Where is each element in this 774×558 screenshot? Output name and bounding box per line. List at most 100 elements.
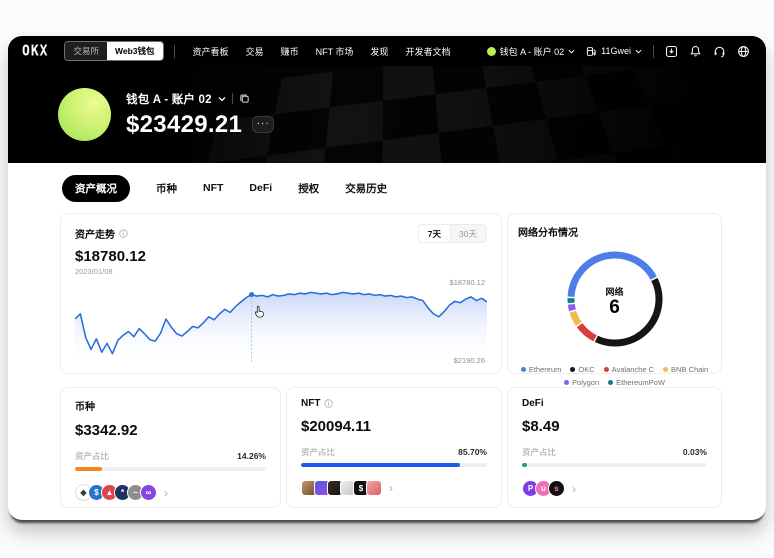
donut-legend: Ethereum OKC Avalanche C BNB Chain Polygon Et… bbox=[518, 365, 711, 387]
legend-name: BNB Chain bbox=[671, 365, 709, 374]
dashboard-content: 资产走势 7天 30天 $18780.12 2023/01/08 $18780.1… bbox=[8, 213, 766, 508]
headset-icon[interactable] bbox=[713, 45, 726, 58]
line-chart[interactable]: $18780.12 $2190.26 bbox=[75, 278, 487, 366]
tab-交易历史[interactable]: 交易历史 bbox=[345, 182, 388, 195]
topbar: OKX 交易所 Web3钱包 资产看板 交易 赚币 NFT 市场 发现 开发者文档 钱包 A… bbox=[8, 36, 766, 66]
nav-item[interactable]: 发现 bbox=[370, 46, 389, 57]
tokens-value: $3342.92 bbox=[75, 422, 138, 439]
chart-min-label: $2190.26 bbox=[453, 356, 485, 366]
nft-value: $20094.11 bbox=[301, 418, 372, 435]
chevron-down-icon bbox=[635, 49, 642, 54]
chevron-down-icon bbox=[568, 49, 575, 54]
tab-DeFi[interactable]: DeFi bbox=[249, 182, 273, 194]
nft-summary-card: NFT $20094.11 资产占比 85.70% $ › bbox=[286, 387, 502, 508]
ratio-percent: 0.03% bbox=[682, 447, 707, 457]
wallet-hero: 钱包 A - 账户 02 $23429.21 ··· bbox=[8, 66, 766, 163]
app-window: OKX 交易所 Web3钱包 资产看板 交易 赚币 NFT 市场 发现 开发者文档 钱包 A… bbox=[8, 36, 766, 520]
copy-address-icon[interactable] bbox=[239, 93, 250, 104]
account-avatar-dot bbox=[486, 46, 496, 56]
account-label: 钱包 A - 账户 02 bbox=[499, 46, 565, 57]
tokens-summary-card: 币种 $3342.92 资产占比 14.26% ◆ $ ▲ * ~ ∞ › bbox=[60, 387, 281, 508]
gas-price-selector[interactable]: 11Gwei bbox=[586, 46, 642, 57]
defi-value: $8.49 bbox=[522, 418, 560, 435]
topbar-right: 钱包 A - 账户 02 11Gwei bbox=[486, 44, 750, 58]
wallet-avatar[interactable] bbox=[58, 88, 111, 141]
divider bbox=[653, 44, 654, 58]
donut-segment-Avalanche C[interactable] bbox=[576, 322, 597, 342]
progress-fill bbox=[75, 467, 103, 471]
legend-name: EthereumPoW bbox=[616, 378, 665, 387]
legend-name: Avalanche C bbox=[611, 365, 655, 374]
progress-track bbox=[301, 463, 487, 467]
legend-name: Polygon bbox=[572, 378, 600, 387]
polygon-icon: ∞ bbox=[140, 484, 157, 501]
nav-item[interactable]: NFT 市场 bbox=[315, 46, 354, 57]
donut-chart: 网络 6 bbox=[563, 247, 667, 356]
chevron-down-icon[interactable] bbox=[218, 96, 226, 102]
nav-item[interactable]: 赚币 bbox=[280, 46, 299, 57]
legend-dot-icon bbox=[603, 367, 609, 372]
ratio-label: 资产占比 bbox=[301, 447, 336, 457]
tab-资产概况[interactable]: 资产概况 bbox=[62, 174, 130, 202]
tokens-card-title: 币种 bbox=[75, 402, 95, 413]
nft-card-title: NFT bbox=[301, 398, 321, 409]
info-icon[interactable] bbox=[324, 399, 334, 408]
network-distribution-card: 网络分布情况 网络 6 Ethereum OKC Avalanche C BNB Ch… bbox=[507, 213, 722, 387]
tab-NFT[interactable]: NFT bbox=[203, 182, 224, 194]
asset-trend-title: 资产走势 bbox=[75, 230, 115, 241]
donut-center-value: 6 bbox=[609, 297, 620, 319]
usdc-icon: $ bbox=[88, 484, 105, 501]
wallet-name: 钱包 A - 账户 02 bbox=[126, 93, 212, 106]
legend-item[interactable]: Polygon bbox=[564, 378, 599, 387]
donut-segment-Polygon[interactable] bbox=[567, 303, 576, 312]
donut-segment-Ethereum[interactable] bbox=[567, 251, 657, 297]
donut-segment-OKC[interactable] bbox=[594, 277, 662, 347]
progress-fill bbox=[522, 463, 527, 467]
okx-logo: OKX bbox=[22, 42, 49, 60]
nav-item[interactable]: 开发者文档 bbox=[405, 46, 451, 57]
legend-item[interactable]: OKC bbox=[570, 365, 595, 374]
legend-dot-icon bbox=[570, 367, 576, 372]
toggle-segment[interactable]: 交易所 bbox=[65, 42, 107, 60]
download-icon[interactable] bbox=[665, 45, 678, 58]
legend-item[interactable]: BNB Chain bbox=[663, 365, 708, 374]
defi-card-title: DeFi bbox=[522, 398, 544, 409]
ratio-label: 资产占比 bbox=[75, 451, 110, 461]
legend-item[interactable]: Avalanche C bbox=[603, 365, 655, 374]
nav-item[interactable]: 交易 bbox=[245, 46, 264, 57]
legend-name: Ethereum bbox=[528, 365, 562, 374]
tab-币种[interactable]: 币种 bbox=[156, 182, 177, 195]
tab-授权[interactable]: 授权 bbox=[298, 182, 320, 195]
nft-thumbnail bbox=[366, 480, 382, 496]
donut-segment-BNB Chain[interactable] bbox=[569, 310, 582, 326]
toggle-segment[interactable]: Web3钱包 bbox=[107, 42, 163, 60]
more-actions-button[interactable]: ··· bbox=[252, 116, 275, 133]
chevron-right-icon[interactable]: › bbox=[389, 481, 393, 495]
bell-icon[interactable] bbox=[689, 45, 702, 58]
topbar-nav: 资产看板 交易 赚币 NFT 市场 发现 开发者文档 bbox=[193, 45, 451, 58]
defi-protocol-icon: s bbox=[548, 480, 565, 497]
legend-item[interactable]: EthereumPoW bbox=[608, 378, 665, 387]
trend-date: 2023/01/08 bbox=[75, 267, 113, 276]
chevron-right-icon[interactable]: › bbox=[572, 481, 576, 496]
globe-icon[interactable] bbox=[737, 45, 750, 58]
range-option[interactable]: 7天 bbox=[418, 225, 451, 242]
donut-center-label: 网络 bbox=[605, 287, 624, 298]
defi-protocol-icon: u bbox=[535, 480, 552, 497]
ratio-label: 资产占比 bbox=[522, 447, 557, 457]
nft-thumbnail-row[interactable]: $ › bbox=[301, 480, 487, 496]
token-icon-row[interactable]: ◆ $ ▲ * ~ ∞ › bbox=[75, 484, 266, 501]
nav-item[interactable]: 资产看板 bbox=[192, 46, 229, 57]
divider bbox=[231, 93, 233, 104]
divider bbox=[173, 44, 175, 58]
legend-dot-icon bbox=[564, 380, 570, 385]
range-option[interactable]: 30天 bbox=[459, 228, 477, 239]
progress-fill bbox=[301, 463, 461, 467]
legend-item[interactable]: Ethereum bbox=[520, 365, 562, 374]
account-selector[interactable]: 钱包 A - 账户 02 bbox=[486, 45, 576, 58]
chevron-right-icon[interactable]: › bbox=[164, 485, 168, 500]
info-icon[interactable] bbox=[119, 229, 128, 238]
